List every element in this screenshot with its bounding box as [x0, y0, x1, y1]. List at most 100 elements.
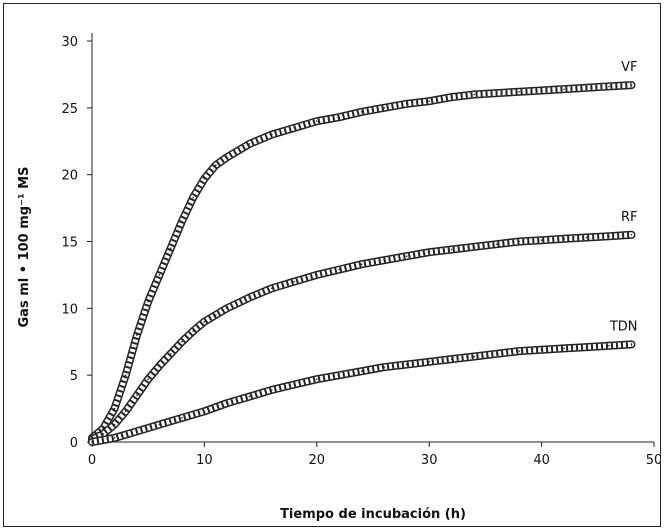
data-point — [203, 410, 206, 413]
data-point — [383, 366, 386, 368]
y-tick-label: 20 — [61, 169, 78, 184]
data-point — [630, 234, 633, 236]
data-point — [226, 156, 228, 159]
data-point — [147, 300, 149, 303]
data-point — [338, 116, 341, 118]
data-point — [450, 358, 453, 360]
data-point — [102, 433, 105, 435]
data-point — [495, 92, 498, 94]
data-point — [360, 263, 363, 266]
data-point — [136, 394, 138, 397]
data-point — [518, 90, 520, 93]
data-point — [316, 120, 318, 122]
data-point — [563, 238, 565, 240]
y-tick-label: 10 — [61, 302, 78, 317]
data-point — [608, 235, 610, 237]
series-layer — [88, 81, 636, 446]
data-point — [181, 220, 183, 223]
data-point — [226, 307, 228, 310]
data-point — [383, 107, 386, 109]
data-point — [169, 352, 172, 355]
data-point — [124, 410, 127, 413]
data-point — [113, 407, 116, 410]
series-label-vf: VF — [621, 60, 637, 75]
data-point — [338, 374, 341, 376]
data-point — [585, 86, 588, 89]
data-point — [473, 355, 475, 358]
data-point — [293, 280, 296, 283]
data-point — [271, 389, 273, 391]
x-tick-label: 40 — [533, 453, 550, 468]
data-point — [181, 417, 183, 419]
data-point — [630, 84, 633, 86]
data-point — [136, 334, 138, 336]
data-point — [608, 344, 610, 347]
data-point — [540, 239, 543, 241]
data-point — [428, 251, 431, 253]
x-tick-label: 50 — [646, 453, 660, 468]
data-point — [405, 363, 408, 366]
x-axis-title: Tiempo de incubación (h) — [280, 507, 466, 522]
data-point — [158, 365, 161, 367]
data-point — [248, 143, 251, 145]
axes: 0 10 20 30 40 50 0 5 10 15 20 25 30 — [61, 33, 662, 468]
data-point — [518, 350, 520, 352]
data-point — [338, 268, 341, 271]
data-point — [226, 402, 228, 405]
data-point — [316, 274, 318, 276]
data-point — [450, 248, 453, 251]
x-tick-label: 10 — [196, 453, 213, 468]
data-point — [158, 423, 161, 426]
data-point — [124, 374, 127, 376]
data-point — [192, 330, 194, 332]
data-point — [495, 243, 498, 245]
y-tick-label: 25 — [61, 102, 78, 117]
y-tick-label: 30 — [61, 35, 78, 50]
data-point — [271, 133, 273, 136]
y-tick-label: 15 — [61, 236, 78, 251]
data-point — [136, 430, 138, 433]
series-line-tdn — [88, 340, 636, 446]
data-point — [405, 103, 408, 105]
data-point — [158, 274, 161, 276]
data-point — [473, 93, 475, 96]
data-point — [563, 347, 565, 350]
data-point — [360, 111, 363, 113]
data-point — [316, 378, 318, 380]
data-point — [428, 100, 431, 102]
data-point — [608, 85, 610, 88]
series-line-vf — [88, 81, 636, 442]
series-label-tdn: TDN — [609, 319, 638, 334]
data-point — [405, 255, 408, 258]
data-point — [585, 236, 588, 239]
series-label-rf: RF — [621, 210, 638, 225]
data-point — [563, 88, 565, 90]
data-point — [203, 177, 206, 180]
data-point — [181, 340, 183, 343]
data-point — [293, 127, 296, 129]
data-point — [113, 437, 116, 439]
chart-frame: 0 10 20 30 40 50 0 5 10 15 20 25 30 VF RF TDN Tiempo d… — [3, 3, 662, 527]
labels-layer: VF RF TDN — [609, 60, 638, 334]
data-point — [495, 352, 498, 355]
data-point — [473, 246, 475, 248]
data-point — [271, 287, 273, 290]
x-tick-label: 0 — [88, 453, 96, 468]
data-point — [383, 259, 386, 262]
data-point — [630, 343, 633, 346]
data-point — [540, 348, 543, 351]
data-point — [214, 314, 217, 316]
data-point — [248, 395, 251, 398]
x-tick-label: 20 — [309, 453, 326, 468]
data-point — [169, 247, 172, 249]
data-point — [248, 296, 251, 299]
data-point — [518, 240, 520, 243]
data-point — [450, 96, 453, 98]
data-point — [214, 164, 217, 167]
series-line-rf — [88, 230, 636, 444]
data-point — [147, 378, 149, 380]
data-point — [540, 89, 543, 92]
data-point — [293, 383, 296, 386]
chart-svg: 0 10 20 30 40 50 0 5 10 15 20 25 30 VF RF TDN Tiempo d… — [17, 33, 662, 522]
x-tick-label: 30 — [421, 453, 438, 468]
